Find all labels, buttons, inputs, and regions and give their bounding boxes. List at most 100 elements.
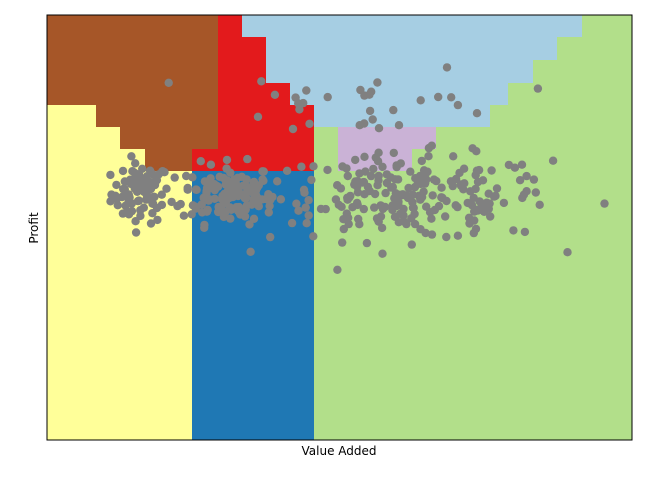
scatter-point bbox=[399, 217, 408, 226]
scatter-point bbox=[447, 93, 456, 102]
scatter-point bbox=[374, 148, 383, 157]
scatter-point bbox=[158, 167, 167, 176]
scatter-point bbox=[188, 201, 198, 210]
scatter-point bbox=[111, 191, 120, 200]
scatter-point bbox=[382, 170, 391, 179]
scatter-point bbox=[531, 188, 540, 197]
scatter-point bbox=[157, 190, 166, 199]
scatter-point bbox=[407, 240, 416, 249]
scatter-point bbox=[204, 196, 213, 205]
scatter-point bbox=[127, 199, 136, 208]
scatter-point bbox=[238, 181, 248, 190]
scatter-point bbox=[134, 170, 144, 179]
scatter-point bbox=[469, 228, 478, 238]
scatter-point bbox=[339, 224, 348, 234]
scatter-point bbox=[453, 100, 463, 110]
scatter-point bbox=[480, 207, 489, 216]
scatter-point bbox=[232, 203, 241, 212]
scatter-point bbox=[198, 208, 207, 217]
scatter-point bbox=[417, 156, 426, 166]
scatter-point bbox=[366, 171, 376, 181]
scatter-point bbox=[130, 184, 139, 193]
scatter-point bbox=[469, 193, 478, 203]
scatter-point bbox=[338, 162, 347, 171]
scatter-point bbox=[192, 185, 201, 194]
scatter-point bbox=[343, 193, 352, 202]
scatter-point bbox=[167, 197, 176, 207]
scatter-point bbox=[421, 228, 430, 238]
scatter-point bbox=[353, 200, 362, 210]
scatter-point bbox=[477, 201, 486, 210]
scatter-point bbox=[381, 188, 390, 198]
scatter-point bbox=[323, 92, 332, 102]
scatter-point bbox=[333, 181, 342, 190]
scatter-point bbox=[370, 203, 379, 212]
scatter-point bbox=[359, 204, 368, 214]
scatter-point bbox=[282, 166, 292, 175]
scatter-point bbox=[473, 177, 483, 187]
scatter-point bbox=[529, 175, 539, 184]
scatter-point bbox=[434, 92, 443, 102]
scatter-point bbox=[515, 176, 525, 185]
scatter-point bbox=[164, 78, 173, 88]
scatter-point bbox=[365, 106, 375, 116]
scatter-point bbox=[427, 230, 437, 239]
scatter-point bbox=[472, 166, 482, 175]
scatter-point bbox=[226, 192, 235, 201]
scatter-point bbox=[131, 228, 141, 237]
scatter-point bbox=[394, 200, 403, 210]
scatter-point bbox=[162, 184, 171, 193]
scatter-point bbox=[410, 209, 419, 219]
scatter-point bbox=[113, 201, 123, 210]
scatter-point bbox=[388, 205, 397, 215]
scatter-point bbox=[200, 223, 209, 232]
scatter-point bbox=[215, 203, 225, 212]
decision-regions bbox=[47, 15, 632, 440]
scatter-point bbox=[146, 184, 156, 193]
scatter-point bbox=[176, 199, 185, 209]
scatter-point bbox=[146, 219, 156, 228]
scatter-point bbox=[234, 187, 243, 197]
scatter-point bbox=[334, 200, 343, 209]
scatter-point bbox=[338, 238, 347, 247]
scatter-point bbox=[429, 175, 439, 184]
scatter-point bbox=[354, 214, 363, 224]
scatter-point bbox=[373, 78, 382, 87]
scatter-point bbox=[522, 171, 531, 181]
scatter-point bbox=[122, 207, 131, 216]
scatter-point bbox=[427, 141, 436, 150]
scatter-point bbox=[294, 206, 303, 215]
scatter-point bbox=[453, 231, 463, 240]
scatter-point bbox=[391, 193, 401, 202]
scatter-point bbox=[378, 162, 387, 171]
scatter-point bbox=[424, 152, 433, 161]
scatter-point bbox=[419, 166, 429, 175]
scatter-point bbox=[240, 212, 250, 221]
scatter-point bbox=[144, 193, 153, 202]
scatter-point bbox=[170, 173, 179, 182]
scatter-point bbox=[389, 148, 398, 158]
scatter-point bbox=[374, 217, 383, 226]
scatter-point bbox=[510, 163, 520, 172]
scatter-point bbox=[533, 84, 543, 93]
x-axis-label: Value Added bbox=[302, 444, 377, 458]
scatter-point bbox=[266, 232, 275, 242]
scatter-point bbox=[428, 191, 437, 200]
scatter-point bbox=[112, 180, 121, 190]
scatter-point bbox=[302, 86, 311, 95]
scatter-point bbox=[131, 159, 140, 168]
scatter-point bbox=[374, 124, 384, 133]
scatter-point bbox=[118, 166, 128, 176]
scatter-point bbox=[307, 175, 316, 185]
scatter-point bbox=[202, 188, 211, 197]
scatter-point bbox=[249, 179, 258, 188]
scatter-point bbox=[517, 160, 527, 169]
scatter-point bbox=[422, 202, 431, 211]
scatter-point bbox=[499, 198, 509, 208]
scatter-point bbox=[270, 90, 280, 100]
scatter-point bbox=[179, 211, 189, 220]
scatter-point bbox=[353, 177, 362, 186]
scatter-point bbox=[237, 172, 246, 181]
scatter-point bbox=[148, 209, 157, 218]
scatter-point bbox=[222, 177, 231, 186]
